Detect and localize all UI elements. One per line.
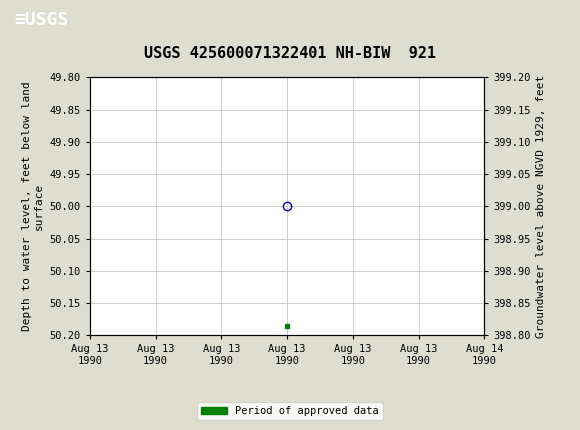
Legend: Period of approved data: Period of approved data: [197, 402, 383, 421]
Y-axis label: Depth to water level, feet below land
surface: Depth to water level, feet below land su…: [23, 82, 44, 331]
Text: ≡USGS: ≡USGS: [14, 12, 69, 29]
Text: USGS 425600071322401 NH-BIW  921: USGS 425600071322401 NH-BIW 921: [144, 46, 436, 61]
Y-axis label: Groundwater level above NGVD 1929, feet: Groundwater level above NGVD 1929, feet: [536, 75, 546, 338]
